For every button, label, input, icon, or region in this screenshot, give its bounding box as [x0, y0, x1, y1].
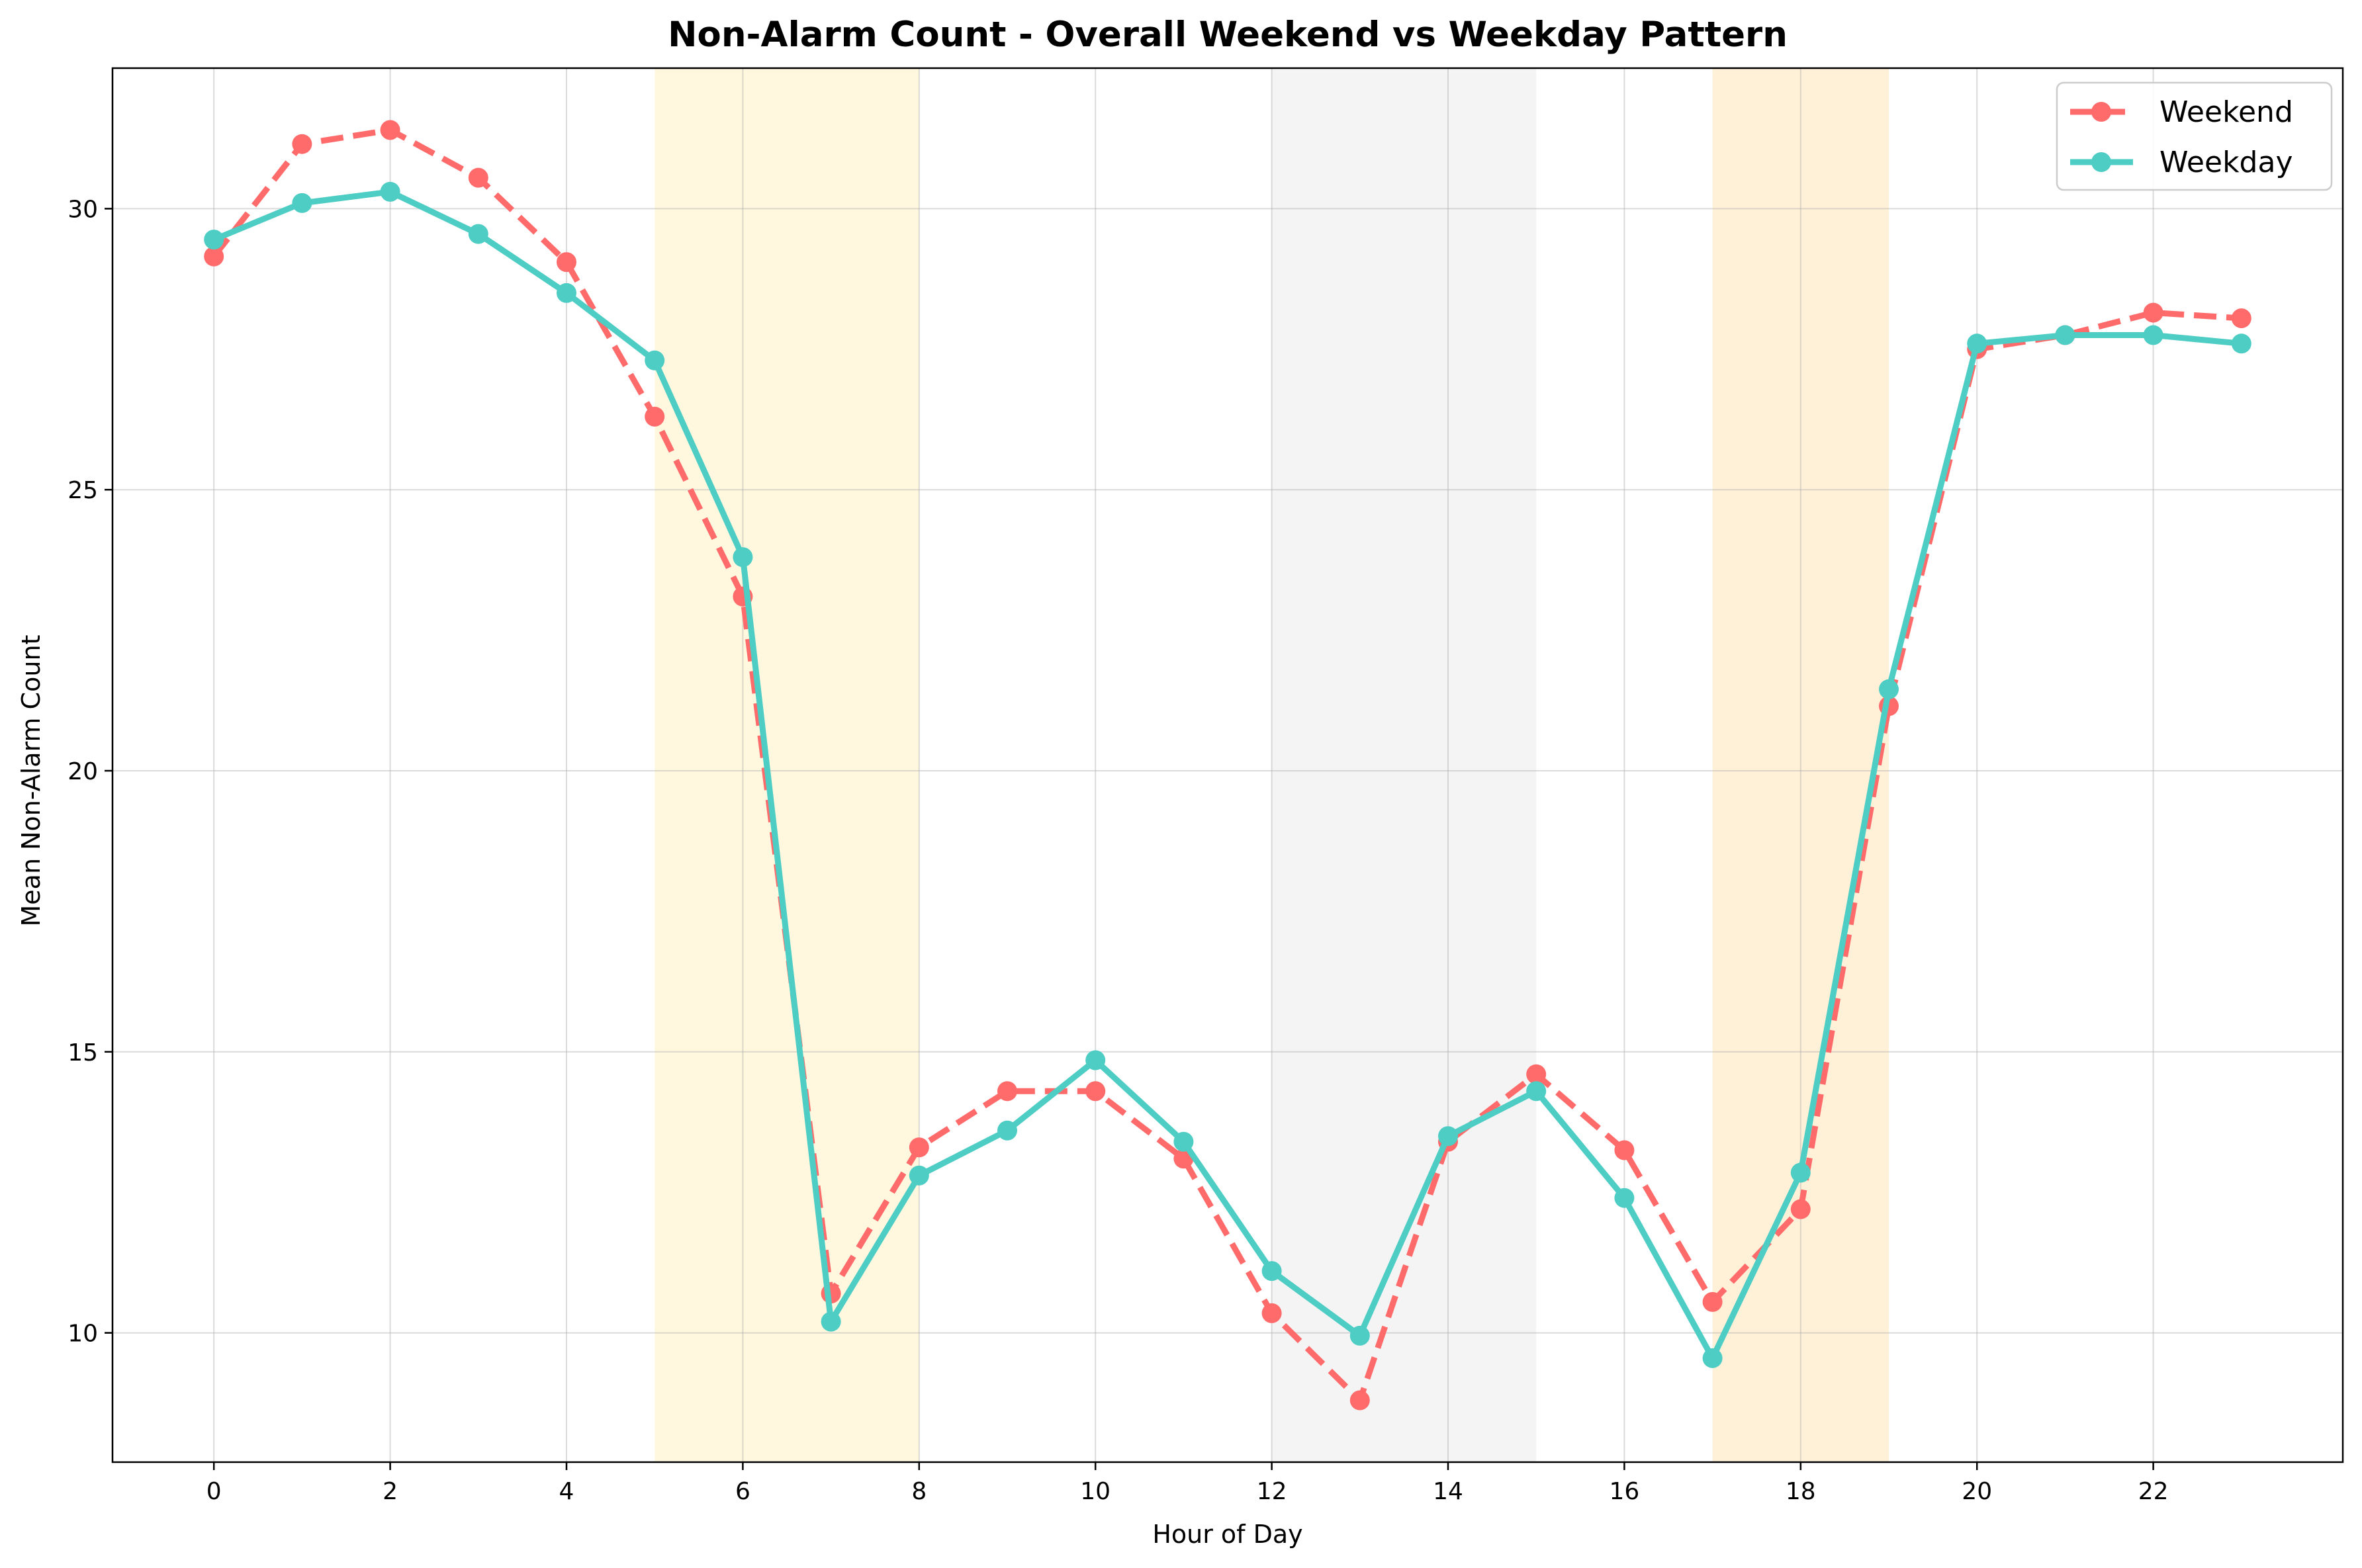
data-point-weekday [1526, 1081, 1547, 1102]
legend: Weekend Weekday [2056, 81, 2333, 191]
data-point-weekday [2143, 325, 2163, 345]
data-point-weekday [1438, 1126, 1459, 1147]
data-point-weekday [821, 1311, 841, 1332]
data-point-weekend [204, 246, 224, 267]
y-tick-label: 15 [68, 1039, 98, 1067]
legend-label-weekend: Weekend [2159, 95, 2293, 129]
y-tick-label: 30 [68, 196, 98, 223]
data-point-weekend [645, 406, 665, 427]
data-point-weekday [1790, 1162, 1811, 1183]
y-tick-label: 10 [68, 1321, 98, 1348]
x-axis-label: Hour of Day [1152, 1520, 1302, 1549]
data-point-weekday [1349, 1325, 1370, 1346]
x-tick-label: 16 [1610, 1478, 1640, 1505]
data-point-weekend [380, 120, 400, 140]
data-point-weekend [1526, 1064, 1547, 1084]
data-point-weekday [1173, 1131, 1194, 1152]
series-weekend [204, 120, 2251, 1411]
data-point-weekday [1702, 1348, 1723, 1368]
x-tick-label: 6 [735, 1478, 750, 1505]
x-tick-label: 2 [383, 1478, 398, 1505]
x-tick-label: 14 [1433, 1478, 1463, 1505]
data-point-weekday [204, 230, 224, 250]
data-point-weekend [556, 252, 576, 273]
x-tick-label: 0 [206, 1478, 222, 1505]
data-point-weekend [1261, 1303, 1282, 1323]
data-point-weekend [292, 134, 312, 154]
legend-label-weekday: Weekday [2159, 146, 2293, 179]
data-point-weekend [997, 1081, 1017, 1102]
x-tick-label: 8 [911, 1478, 927, 1505]
chart-title: Non-Alarm Count - Overall Weekend vs Wee… [668, 15, 1788, 55]
data-point-weekday [1879, 679, 1899, 699]
x-tick-label: 4 [559, 1478, 574, 1505]
data-point-weekday [909, 1165, 929, 1186]
data-point-weekend [909, 1137, 929, 1158]
data-point-weekday [380, 181, 400, 202]
data-point-weekday [1085, 1050, 1106, 1070]
y-tick-label: 25 [68, 477, 98, 504]
data-point-weekend [1085, 1081, 1106, 1102]
data-point-weekday [1967, 333, 1987, 354]
shaded-region-0 [655, 68, 919, 1462]
x-tick-label: 18 [1786, 1478, 1816, 1505]
data-point-weekday [2231, 333, 2251, 354]
data-point-weekend [468, 167, 488, 188]
data-point-weekday [733, 547, 753, 568]
axis-ticks: 0 2 4 6 8 10 12 14 16 18 20 22 10 15 20 25 30 [68, 196, 2168, 1505]
data-point-weekend [1702, 1291, 1723, 1312]
gridlines [113, 68, 2343, 1462]
shaded-region-2 [1712, 68, 1889, 1462]
y-tick-label: 20 [68, 758, 98, 785]
series-line-weekend [211, 126, 2242, 1404]
data-point-weekend [1614, 1140, 1635, 1160]
data-point-weekend [2143, 302, 2163, 323]
shaded-regions [655, 68, 1889, 1462]
data-point-weekend [1790, 1199, 1811, 1219]
data-point-weekday [645, 350, 665, 370]
data-point-weekday [292, 193, 312, 213]
data-point-weekday [997, 1120, 1017, 1141]
data-point-weekday [1614, 1188, 1635, 1208]
x-tick-label: 20 [1962, 1478, 1992, 1505]
data-point-weekend [1349, 1390, 1370, 1411]
data-point-weekday [556, 283, 576, 303]
series-lines [204, 120, 2251, 1411]
data-point-weekday [2055, 325, 2075, 345]
data-point-weekday [1261, 1261, 1282, 1282]
legend-marker-weekend [2091, 102, 2111, 122]
legend-marker-weekday [2091, 152, 2111, 172]
data-point-weekday [468, 224, 488, 244]
plot-frame [111, 67, 2344, 1463]
x-tick-label: 22 [2138, 1478, 2169, 1505]
y-axis-label: Mean Non-Alarm Count [17, 635, 46, 927]
shaded-region-1 [1271, 68, 1537, 1462]
x-tick-label: 12 [1257, 1478, 1287, 1505]
series-line-weekday [212, 189, 2242, 1362]
data-point-weekend [2231, 308, 2251, 329]
series-weekday [204, 181, 2251, 1368]
x-tick-label: 10 [1080, 1478, 1111, 1505]
